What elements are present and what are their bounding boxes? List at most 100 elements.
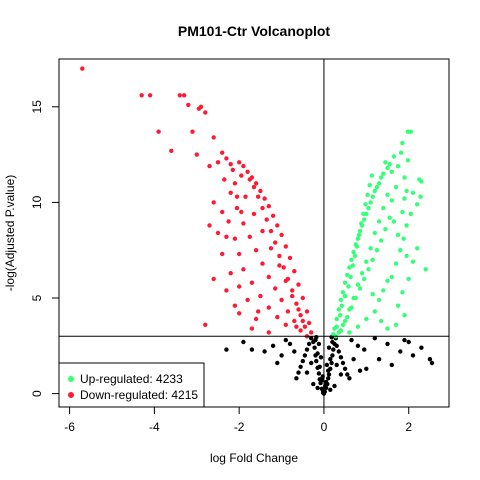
data-point xyxy=(203,322,208,327)
data-point xyxy=(316,341,322,347)
data-point xyxy=(395,232,401,238)
data-point xyxy=(340,290,346,295)
data-point xyxy=(369,173,374,178)
data-point xyxy=(249,347,255,352)
data-point xyxy=(372,188,377,194)
data-point xyxy=(334,362,339,368)
legend-down-marker xyxy=(68,392,74,398)
data-point xyxy=(312,345,317,350)
data-point xyxy=(364,259,369,264)
data-point xyxy=(347,265,352,270)
x-tick-label: -2 xyxy=(234,420,245,434)
data-point xyxy=(253,181,259,186)
data-point xyxy=(402,196,407,201)
data-point xyxy=(302,324,308,329)
data-point xyxy=(285,309,291,314)
legend-box xyxy=(58,362,205,408)
data-point xyxy=(389,274,394,280)
chart-title: PM101-Ctr Volcanoplot xyxy=(178,23,331,39)
data-point xyxy=(262,196,267,201)
data-point xyxy=(372,230,377,236)
data-point xyxy=(245,169,250,174)
data-point xyxy=(355,236,361,241)
data-point xyxy=(374,248,380,253)
data-point xyxy=(381,288,386,293)
data-point xyxy=(224,234,229,239)
data-point xyxy=(292,318,297,324)
data-point xyxy=(232,303,238,308)
x-axis-label: log Fold Change xyxy=(210,451,298,465)
y-axis: 0 5 10 15 xyxy=(30,100,60,397)
data-point xyxy=(345,372,350,377)
data-point xyxy=(401,236,406,241)
data-point xyxy=(389,169,394,174)
x-tick-label: 2 xyxy=(405,420,412,434)
data-point xyxy=(211,200,216,205)
legend: Up-regulated: 4233 Down-regulated: 4215 xyxy=(58,362,205,408)
data-point xyxy=(181,93,187,98)
data-point xyxy=(147,93,153,98)
data-point xyxy=(389,198,394,203)
y-axis-label: -log(Adjusted P.value) xyxy=(3,175,17,292)
data-point xyxy=(237,284,242,289)
data-point xyxy=(190,129,195,134)
data-point xyxy=(260,228,265,234)
data-point xyxy=(220,209,225,215)
data-point xyxy=(398,349,403,354)
data-point xyxy=(279,232,284,238)
data-point xyxy=(364,366,369,371)
data-point xyxy=(349,257,354,262)
data-point xyxy=(381,171,386,176)
data-point xyxy=(296,282,301,287)
data-point xyxy=(338,372,344,377)
data-point xyxy=(258,188,263,194)
data-point xyxy=(245,297,250,303)
x-tick-label: -4 xyxy=(149,420,160,434)
data-point xyxy=(273,240,278,245)
data-point xyxy=(355,282,361,287)
data-point xyxy=(228,271,233,276)
data-point xyxy=(177,93,182,98)
data-point xyxy=(253,316,259,322)
data-point xyxy=(393,184,399,190)
data-point xyxy=(385,341,390,347)
data-point xyxy=(298,313,303,318)
data-point xyxy=(331,347,336,352)
data-point xyxy=(342,366,348,371)
data-point xyxy=(366,267,371,272)
data-point xyxy=(406,276,411,282)
data-point xyxy=(241,339,246,345)
data-point xyxy=(355,343,361,348)
data-point xyxy=(356,232,362,238)
data-point xyxy=(260,205,265,211)
data-point xyxy=(215,160,221,165)
data-point xyxy=(361,211,366,217)
data-point xyxy=(429,360,435,366)
data-point xyxy=(354,244,360,249)
data-point xyxy=(296,370,301,375)
data-point xyxy=(326,368,331,373)
data-point xyxy=(266,204,271,209)
x-tick-label: 0 xyxy=(321,420,328,434)
data-point xyxy=(376,219,382,224)
data-point xyxy=(389,362,394,368)
data-point xyxy=(367,183,372,188)
data-point xyxy=(393,322,399,327)
data-point xyxy=(249,326,255,331)
data-point xyxy=(290,293,295,299)
data-point xyxy=(334,343,339,348)
data-point xyxy=(241,267,246,272)
data-point xyxy=(285,276,291,282)
data-point xyxy=(298,364,303,369)
data-point xyxy=(211,135,216,140)
data-point xyxy=(294,324,299,329)
data-point xyxy=(247,177,252,182)
data-point xyxy=(222,177,227,182)
data-point xyxy=(256,309,261,314)
data-point xyxy=(400,209,405,215)
data-point xyxy=(300,318,305,324)
data-point xyxy=(338,328,344,333)
data-point xyxy=(232,181,238,186)
data-point xyxy=(374,184,380,190)
data-point xyxy=(385,278,390,283)
